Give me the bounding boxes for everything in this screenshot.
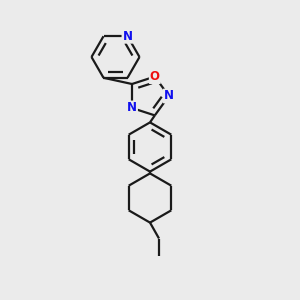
- Text: N: N: [127, 101, 137, 115]
- Text: N: N: [122, 30, 133, 43]
- Text: N: N: [164, 89, 174, 103]
- Text: O: O: [150, 70, 160, 83]
